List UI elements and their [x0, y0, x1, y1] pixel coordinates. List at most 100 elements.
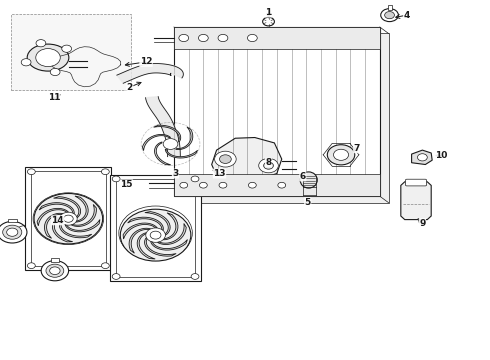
- Bar: [174, 27, 380, 49]
- Polygon shape: [401, 182, 431, 220]
- Circle shape: [101, 169, 109, 175]
- Circle shape: [60, 212, 77, 225]
- Circle shape: [50, 68, 60, 76]
- Circle shape: [263, 17, 274, 26]
- Circle shape: [34, 194, 102, 244]
- Circle shape: [278, 182, 286, 188]
- Circle shape: [381, 9, 398, 22]
- Circle shape: [36, 49, 60, 67]
- Circle shape: [191, 176, 199, 182]
- Polygon shape: [157, 224, 186, 244]
- Circle shape: [33, 193, 104, 245]
- Circle shape: [119, 206, 192, 260]
- Circle shape: [218, 35, 228, 42]
- Polygon shape: [128, 217, 163, 230]
- Circle shape: [101, 263, 109, 269]
- Polygon shape: [53, 197, 81, 218]
- Bar: [25, 167, 111, 270]
- Text: 3: 3: [172, 169, 178, 178]
- Circle shape: [112, 176, 120, 182]
- Polygon shape: [37, 208, 69, 226]
- Text: 9: 9: [419, 219, 426, 228]
- Circle shape: [191, 274, 199, 279]
- Circle shape: [49, 267, 60, 275]
- Polygon shape: [71, 204, 97, 226]
- Polygon shape: [163, 213, 178, 240]
- Polygon shape: [212, 138, 282, 183]
- Bar: [116, 179, 196, 277]
- Bar: [8, 219, 17, 222]
- Ellipse shape: [300, 172, 318, 188]
- Polygon shape: [153, 125, 181, 142]
- Circle shape: [385, 12, 394, 19]
- Circle shape: [180, 182, 188, 188]
- Circle shape: [27, 169, 35, 175]
- Polygon shape: [59, 222, 92, 238]
- Circle shape: [259, 158, 278, 173]
- Circle shape: [62, 45, 72, 52]
- Polygon shape: [145, 238, 176, 256]
- FancyBboxPatch shape: [405, 179, 427, 186]
- Bar: [388, 5, 392, 10]
- Circle shape: [112, 274, 120, 279]
- Circle shape: [219, 182, 227, 188]
- Polygon shape: [123, 223, 157, 239]
- Circle shape: [327, 145, 355, 165]
- Circle shape: [121, 209, 191, 261]
- Circle shape: [21, 59, 31, 66]
- Bar: [11, 14, 131, 90]
- Circle shape: [36, 40, 46, 47]
- Polygon shape: [39, 203, 74, 214]
- Circle shape: [150, 231, 161, 239]
- Polygon shape: [137, 233, 155, 259]
- Text: 2: 2: [127, 83, 133, 91]
- Bar: [174, 27, 380, 196]
- Bar: [30, 171, 106, 266]
- Circle shape: [417, 154, 427, 161]
- Text: 12: 12: [140, 57, 152, 66]
- Circle shape: [264, 162, 273, 169]
- Circle shape: [46, 264, 64, 277]
- Text: 14: 14: [51, 216, 64, 225]
- Circle shape: [146, 228, 166, 242]
- Circle shape: [0, 221, 27, 243]
- Polygon shape: [129, 228, 151, 253]
- Circle shape: [41, 261, 69, 281]
- Text: 10: 10: [435, 151, 447, 160]
- Circle shape: [27, 263, 35, 269]
- Ellipse shape: [27, 44, 69, 71]
- Bar: [174, 174, 380, 196]
- Text: 13: 13: [213, 169, 226, 178]
- Text: 6: 6: [300, 172, 306, 181]
- Polygon shape: [45, 213, 63, 238]
- Circle shape: [248, 182, 256, 188]
- Text: 4: 4: [403, 10, 410, 19]
- Circle shape: [163, 139, 178, 149]
- Text: 1: 1: [266, 8, 271, 17]
- Text: 5: 5: [305, 198, 311, 207]
- Circle shape: [3, 225, 22, 239]
- Circle shape: [215, 151, 236, 167]
- Circle shape: [334, 149, 348, 160]
- Circle shape: [7, 228, 18, 236]
- Circle shape: [247, 35, 257, 42]
- Bar: [51, 258, 59, 262]
- Polygon shape: [165, 149, 197, 158]
- Polygon shape: [75, 196, 88, 222]
- Polygon shape: [117, 64, 183, 83]
- Polygon shape: [151, 239, 188, 250]
- Polygon shape: [52, 217, 73, 242]
- Polygon shape: [146, 96, 180, 157]
- Circle shape: [179, 35, 189, 42]
- Circle shape: [199, 182, 207, 188]
- Polygon shape: [143, 134, 171, 150]
- Text: 11: 11: [48, 94, 60, 102]
- Circle shape: [64, 215, 73, 222]
- Polygon shape: [65, 220, 100, 232]
- Polygon shape: [412, 150, 432, 165]
- Bar: [183, 33, 389, 203]
- Polygon shape: [145, 212, 170, 235]
- Text: 7: 7: [353, 144, 360, 153]
- Text: 8: 8: [266, 158, 271, 167]
- Circle shape: [198, 35, 208, 42]
